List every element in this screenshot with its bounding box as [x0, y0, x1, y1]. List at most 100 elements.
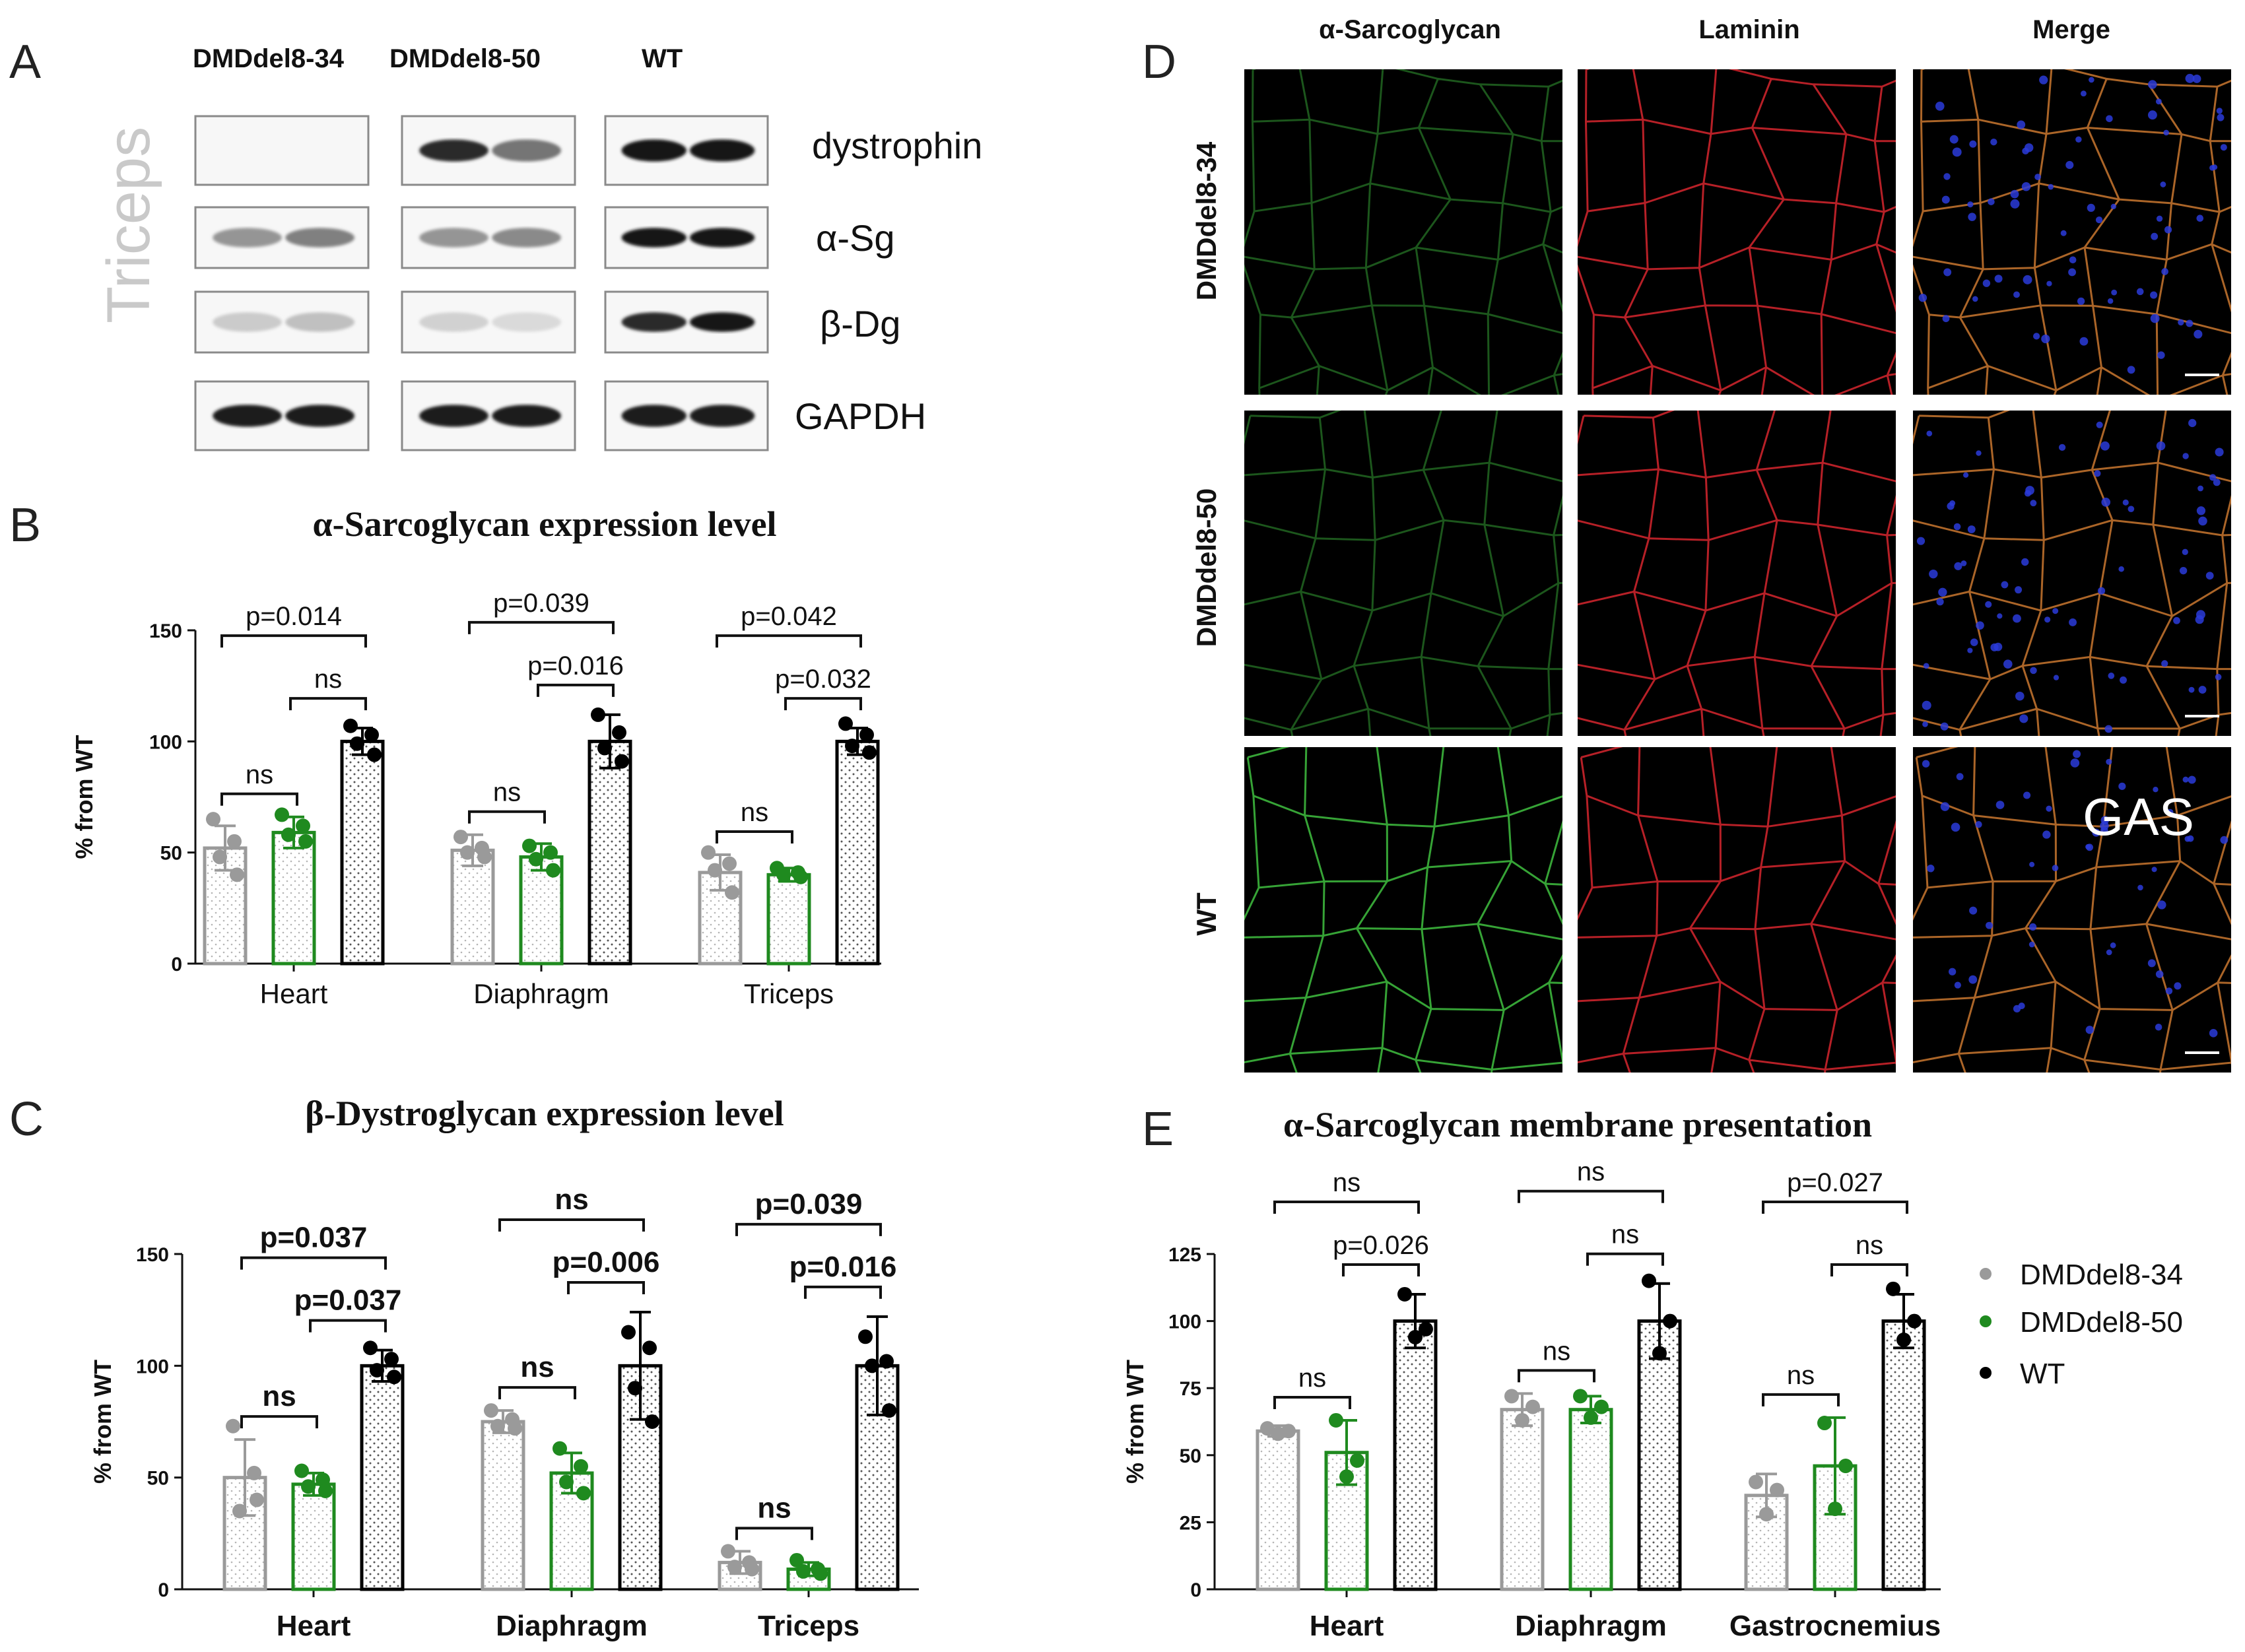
blot-box-1-1: [194, 115, 370, 186]
blot-band-3-1-2: [285, 312, 355, 332]
nucleus-3-37: [1986, 921, 1993, 929]
nucleus-3-28: [2157, 900, 2166, 909]
nucleus-1-12: [2010, 189, 2019, 199]
chart-c-significance-diaphragm-dmddel8-34-wt: ns: [554, 1183, 588, 1216]
chart-c-point-triceps-wt-3: [865, 1358, 879, 1373]
nucleus-1-66: [1943, 173, 1951, 180]
nucleus-3-4: [2052, 865, 2059, 871]
nucleus-3-6: [2042, 830, 2051, 839]
nucleus-1-35: [2186, 319, 2194, 327]
chart-b-significance-heart-dmddel8-34-wt: p=0.014: [246, 602, 342, 631]
nucleus-2-55: [2120, 676, 2127, 684]
nucleus-1-21: [2217, 114, 2225, 121]
nucleus-3-49: [1951, 822, 1960, 832]
chart-c-bar-diaphragm-dmddel8-34: [481, 1420, 525, 1591]
image-tiles: [1244, 69, 2231, 1073]
nucleus-2-62: [2003, 659, 2013, 669]
chart-c-significance-triceps-dmddel8-50-wt: p=0.016: [789, 1251, 897, 1283]
chart-e-significance-gastrocnemius-dmddel8-50-wt: ns: [1856, 1231, 1883, 1260]
chart-c-point-triceps-wt-2: [879, 1354, 894, 1369]
blot-band-4-1-1: [213, 405, 282, 427]
nucleus-2-9: [2015, 586, 2023, 594]
nucleus-1-60: [2194, 329, 2203, 339]
chart-b-y-tick-label-0: 0: [171, 954, 182, 975]
chart-e-bar-diaphragm-dmddel8-34: [1500, 1408, 1545, 1591]
nucleus-3-16: [2100, 821, 2109, 830]
image-row-label-1: DMDdel8-34: [1191, 141, 1222, 300]
chart-c-point-triceps-wt-1: [858, 1329, 873, 1344]
nucleus-1-47: [2151, 232, 2159, 240]
chart-b-bracket-triceps-dmddel8-34-wt: [716, 634, 862, 648]
chart-b-bracket-heart-dmddel8-34-wt: [220, 634, 367, 648]
chart-c-point-diaphragm-wt-2: [642, 1340, 657, 1356]
nucleus-1-65: [2209, 165, 2215, 171]
microscopy-grid: α-Sarcoglycan Laminin Merge DMDdel8-34 D…: [1191, 15, 2231, 1073]
nucleus-2-38: [2001, 581, 2009, 589]
chart-b-point-diaphragm-dmddel8-50-2: [543, 845, 558, 860]
chart-c-significance-triceps-dmddel8-34-wt: p=0.039: [755, 1188, 863, 1220]
chart-c-significance-diaphragm-dmddel8-50-wt: p=0.006: [553, 1246, 660, 1278]
chart-c-point-diaphragm-dmddel8-34-4: [508, 1421, 522, 1436]
chart-b-point-diaphragm-wt-3: [597, 741, 612, 756]
chart-b-point-triceps-wt-3: [845, 739, 859, 754]
fiber-outline-2-3: [1913, 411, 2231, 736]
chart-e-point-heart-dmddel8-50-1: [1329, 1412, 1343, 1428]
chart-e-y-tick-label-0: 0: [1190, 1579, 1201, 1601]
nucleus-1-9: [2077, 297, 2085, 306]
blot-band-2-2-1: [419, 228, 488, 248]
micrograph-2-2: [1578, 411, 1896, 736]
nucleus-3-44: [2086, 843, 2094, 851]
blot-boxes: [194, 115, 769, 451]
chart-b-bar-diaphragm-dmddel8-34: [450, 848, 495, 966]
blot-protein-label-1: dystrophin: [812, 125, 982, 166]
chart-c-y-tick-label-50: 50: [147, 1468, 169, 1490]
nucleus-1-6: [2127, 366, 2135, 374]
fiber-outline-1-3: [1913, 69, 2231, 395]
fiber-outline-3-1: [1244, 747, 1562, 1073]
chart-b-bar-triceps-wt: [835, 739, 880, 966]
chart-e-point-diaphragm-dmddel8-34-3: [1515, 1412, 1529, 1428]
blot-protein-label-4: GAPDH: [795, 395, 926, 437]
nucleus-1-51: [2192, 74, 2201, 83]
chart-b-point-heart-dmddel8-34-1: [206, 812, 220, 827]
nucleus-1-20: [1935, 101, 1945, 111]
nucleus-3-21: [2165, 987, 2173, 995]
blot-band-4-2-1: [419, 405, 488, 427]
nucleus-2-45: [2021, 558, 2029, 566]
micrograph-2-1: [1244, 411, 1562, 736]
chart-c-point-heart-dmddel8-50-1: [294, 1463, 309, 1478]
nucleus-2-24: [2019, 714, 2028, 723]
nucleus-1-40: [2041, 334, 2050, 344]
image-column-label-1: α-Sarcoglycan: [1319, 15, 1501, 44]
fiber-outline-1-2: [1578, 69, 1896, 395]
nucleus-3-34: [2018, 1003, 2025, 1010]
chart-b-x-label-heart: Heart: [260, 978, 328, 1009]
nucleus-2-37: [1954, 562, 1962, 570]
chart-b-point-triceps-dmddel8-50-3: [776, 867, 791, 882]
chart-b-significance-triceps-dmddel8-50-wt: p=0.032: [775, 665, 871, 694]
chart-c-point-heart-dmddel8-50-2: [316, 1472, 330, 1488]
chart-e-point-gastrocnemius-dmddel8-50-1: [1817, 1416, 1832, 1431]
chart-b-x-label-diaphragm: Diaphragm: [473, 978, 609, 1009]
micrograph-3-2: [1578, 747, 1896, 1073]
nucleus-1-34: [2136, 288, 2144, 296]
blot-band-3-2-1: [419, 312, 488, 332]
chart-e-point-heart-dmddel8-34-3: [1271, 1426, 1285, 1441]
blot-band-2-2-2: [492, 228, 562, 248]
nucleus-2-6: [2053, 675, 2060, 680]
chart-b-bracket-triceps-dmddel8-50-wt: [784, 697, 862, 711]
chart-e-y-tick-label-100: 100: [1168, 1311, 1201, 1333]
nucleus-2-33: [2215, 673, 2222, 680]
nucleus-1-33: [1968, 213, 1976, 221]
chart-c-point-diaphragm-wt-4: [645, 1414, 659, 1429]
chart-b-y-tick-label-150: 150: [149, 620, 182, 642]
nucleus-3-3: [2029, 923, 2037, 931]
chart-e-bar-diaphragm-wt: [1637, 1319, 1682, 1591]
chart-e-point-diaphragm-wt-2: [1663, 1313, 1677, 1329]
blot-group-label-2: DMDdel8-50: [389, 44, 541, 73]
chart-c-bar-heart-wt: [360, 1364, 405, 1591]
chart-c-y-tick-label-0: 0: [158, 1579, 169, 1601]
chart-e-bar-heart-dmddel8-34: [1256, 1429, 1300, 1591]
chart-b-point-diaphragm-dmddel8-50-4: [546, 863, 560, 878]
